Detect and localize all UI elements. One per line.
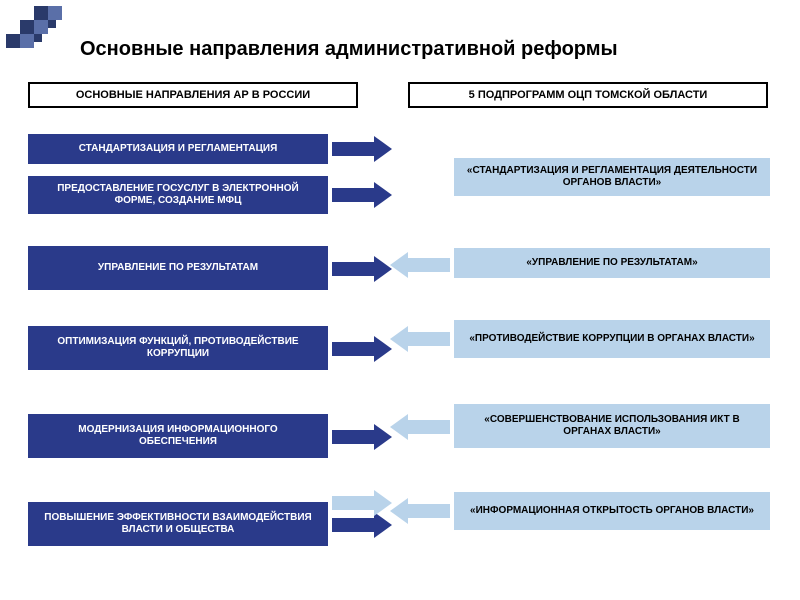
- left-direction-box: ОПТИМИЗАЦИЯ ФУНКЦИЙ, ПРОТИВОДЕЙСТВИЕ КОР…: [28, 326, 328, 370]
- left-direction-box: МОДЕРНИЗАЦИЯ ИНФОРМАЦИОННОГО ОБЕСПЕЧЕНИЯ: [28, 414, 328, 458]
- right-subprogram-box: «СОВЕРШЕНСТВОВАНИЕ ИСПОЛЬЗОВАНИЯ ИКТ В О…: [454, 404, 770, 448]
- right-subprogram-box: «ПРОТИВОДЕЙСТВИЕ КОРРУПЦИИ В ОРГАНАХ ВЛА…: [454, 320, 770, 358]
- arrow-right-icon: [332, 182, 394, 208]
- left-direction-box: ПОВЫШЕНИЕ ЭФФЕКТИВНОСТИ ВЗАИМОДЕЙСТВИЯ В…: [28, 502, 328, 546]
- arrow-right-icon: [332, 136, 394, 162]
- left-direction-box: УПРАВЛЕНИЕ ПО РЕЗУЛЬТАТАМ: [28, 246, 328, 290]
- corner-decoration: [6, 6, 76, 56]
- arrow-left-icon: [388, 252, 450, 278]
- arrow-right-icon: [332, 256, 394, 282]
- arrow-right-icon: [332, 336, 394, 362]
- column-header-left: ОСНОВНЫЕ НАПРАВЛЕНИЯ АР В РОССИИ: [28, 82, 358, 108]
- arrow-right-icon: [332, 490, 394, 516]
- right-subprogram-box: «ИНФОРМАЦИОННАЯ ОТКРЫТОСТЬ ОРГАНОВ ВЛАСТ…: [454, 492, 770, 530]
- arrow-left-icon: [388, 414, 450, 440]
- right-subprogram-box: «УПРАВЛЕНИЕ ПО РЕЗУЛЬТАТАМ»: [454, 248, 770, 278]
- right-subprogram-box: «СТАНДАРТИЗАЦИЯ И РЕГЛАМЕНТАЦИЯ ДЕЯТЕЛЬН…: [454, 158, 770, 196]
- page-title: Основные направления административной ре…: [80, 38, 780, 61]
- column-header-right: 5 ПОДПРОГРАММ ОЦП ТОМСКОЙ ОБЛАСТИ: [408, 82, 768, 108]
- arrow-right-icon: [332, 424, 394, 450]
- arrow-left-icon: [388, 326, 450, 352]
- left-direction-box: ПРЕДОСТАВЛЕНИЕ ГОСУСЛУГ В ЭЛЕКТРОННОЙ ФО…: [28, 176, 328, 214]
- arrow-left-icon: [388, 498, 450, 524]
- left-direction-box: СТАНДАРТИЗАЦИЯ И РЕГЛАМЕНТАЦИЯ: [28, 134, 328, 164]
